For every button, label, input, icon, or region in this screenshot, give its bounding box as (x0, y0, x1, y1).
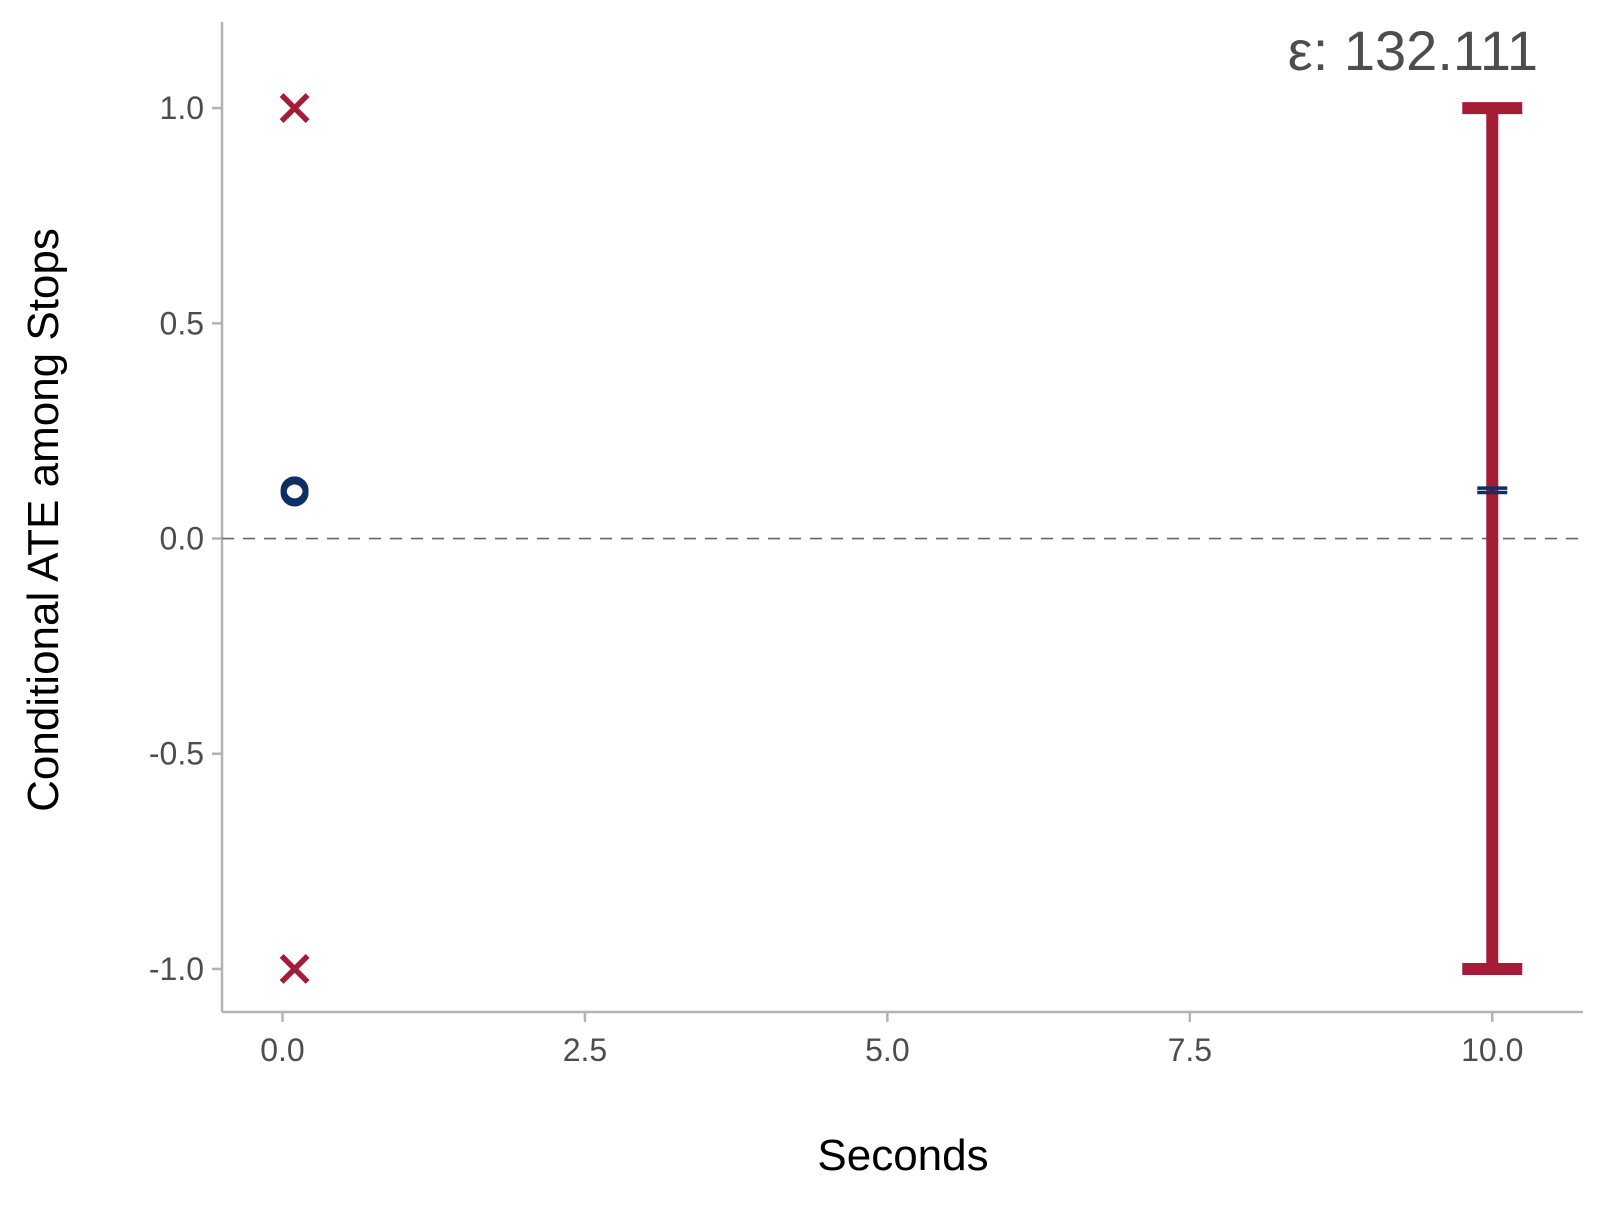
estimate-point (280, 478, 309, 507)
axes-layer: -1.0 -0.5 0.0 0.5 1.0 0.0 2.5 5.0 7.5 10.0 (149, 22, 1583, 1068)
y-tick-label: -1.0 (149, 951, 204, 987)
bound-x-stroke (279, 93, 310, 124)
x-tick-label: 10.0 (1461, 1032, 1523, 1068)
marks-layer (222, 93, 1583, 984)
bound-x-marker (279, 954, 310, 984)
text-layer: Conditional ATE among Stops Seconds ε: 1… (19, 19, 1538, 1180)
bound-x-stroke (279, 954, 310, 984)
y-tick-label: 1.0 (160, 90, 204, 126)
epsilon-annotation: ε: 132.111 (1288, 19, 1538, 82)
y-tick-label: 0.0 (160, 521, 204, 557)
x-tick-label: 2.5 (563, 1032, 607, 1068)
bound-x-marker (279, 93, 310, 124)
x-tick-label: 0.0 (260, 1032, 304, 1068)
y-tick-label: 0.5 (160, 305, 204, 341)
y-axis-label: Conditional ATE among Stops (19, 228, 68, 812)
x-tick-label: 5.0 (865, 1032, 909, 1068)
y-tick-label: -0.5 (149, 736, 204, 772)
x-axis-label: Seconds (817, 1131, 988, 1180)
x-tick-label: 7.5 (1168, 1032, 1212, 1068)
